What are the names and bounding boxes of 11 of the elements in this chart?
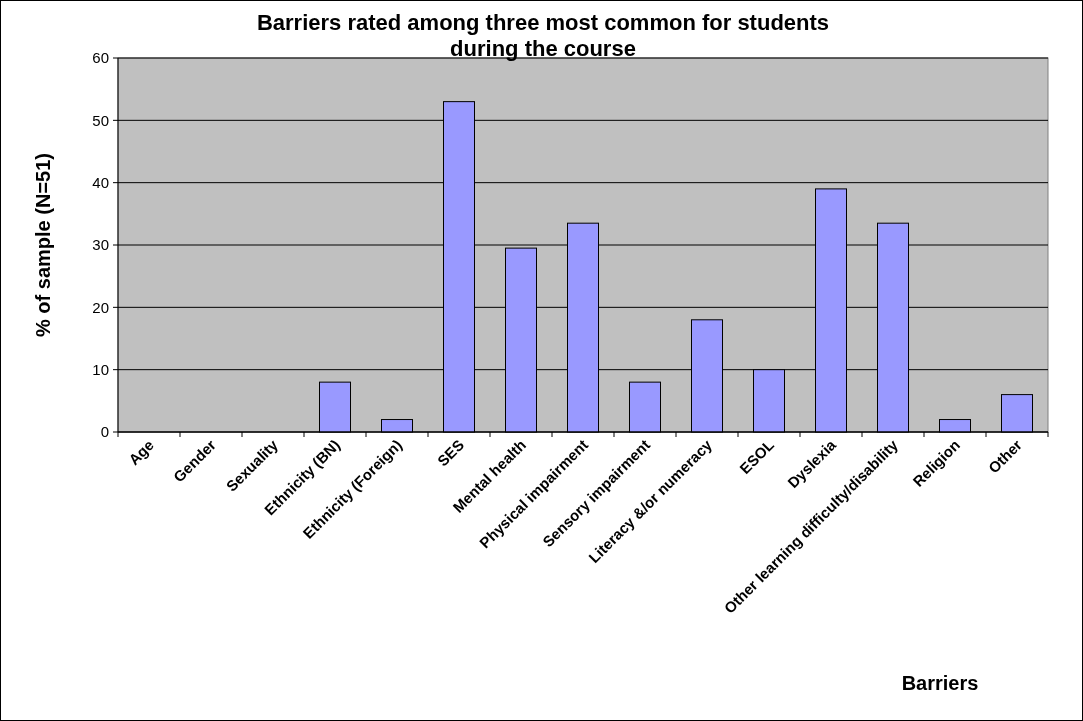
y-tick-label: 30 <box>92 236 109 254</box>
y-tick-label: 0 <box>100 423 109 441</box>
y-tick-label: 20 <box>92 298 109 316</box>
chart-title: Barriers rated among three most common for students during the course <box>256 9 830 61</box>
y-tick-label: 50 <box>92 111 109 129</box>
x-tick-label: Age <box>125 436 158 469</box>
y-tick-label: 10 <box>92 360 109 378</box>
x-axis-title: Barriers <box>901 672 979 694</box>
y-tick-label: 40 <box>92 173 109 191</box>
y-tick-label: 60 <box>92 49 109 67</box>
y-axis-title: % of sample (N=51) <box>32 153 54 337</box>
